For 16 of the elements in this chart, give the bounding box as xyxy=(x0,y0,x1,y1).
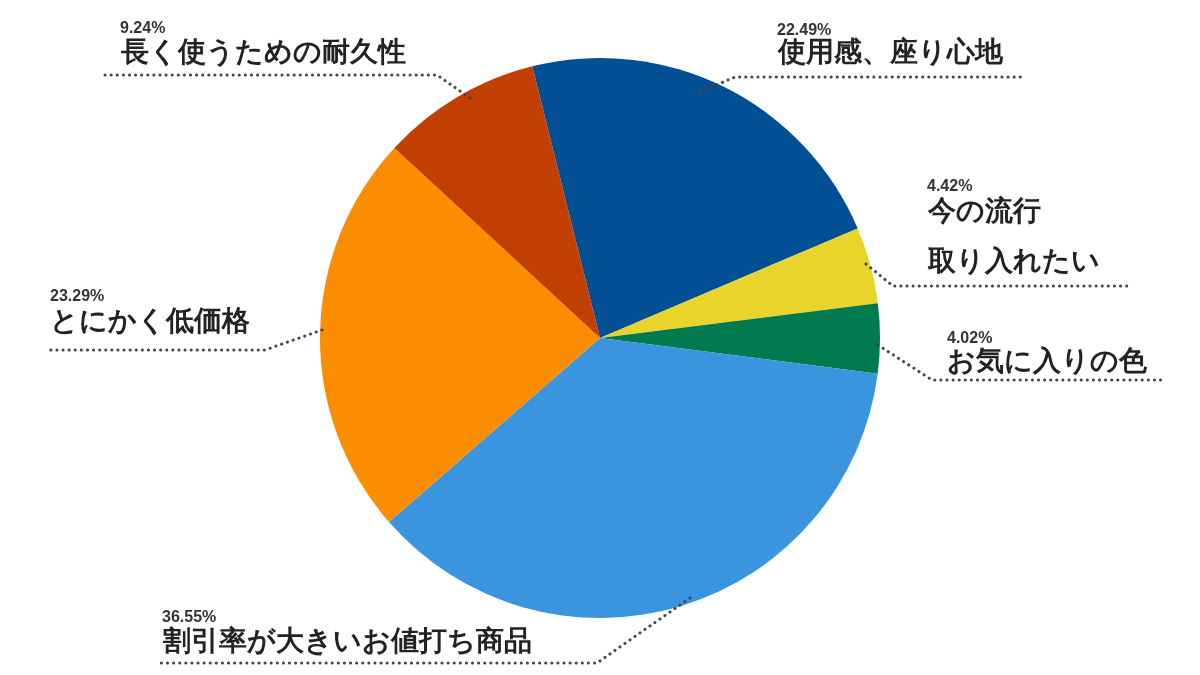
slice-label: お気に入りの色 xyxy=(947,345,1148,376)
data-label: 36.55% xyxy=(162,608,217,625)
data-label: 23.29% xyxy=(50,287,105,304)
pie-slice xyxy=(320,147,600,523)
data-label: 22.49% xyxy=(777,21,832,38)
pie-slice xyxy=(600,228,878,338)
slice-label: 長く使うための耐久性 xyxy=(120,36,406,67)
slice-label: 割引率が大きいお値打ち商品 xyxy=(162,625,532,656)
pie-slice xyxy=(388,338,878,618)
data-label: 4.42% xyxy=(927,177,973,194)
pie-slice xyxy=(394,66,600,338)
slice-label: 今の流行取り入れたい xyxy=(927,195,1100,276)
slice-label: とにかく低価格 xyxy=(50,305,250,336)
data-label: 9.24% xyxy=(120,19,166,36)
slice-label: 使用感、座り心地 xyxy=(777,36,1004,67)
data-label: 4.02% xyxy=(947,329,993,346)
